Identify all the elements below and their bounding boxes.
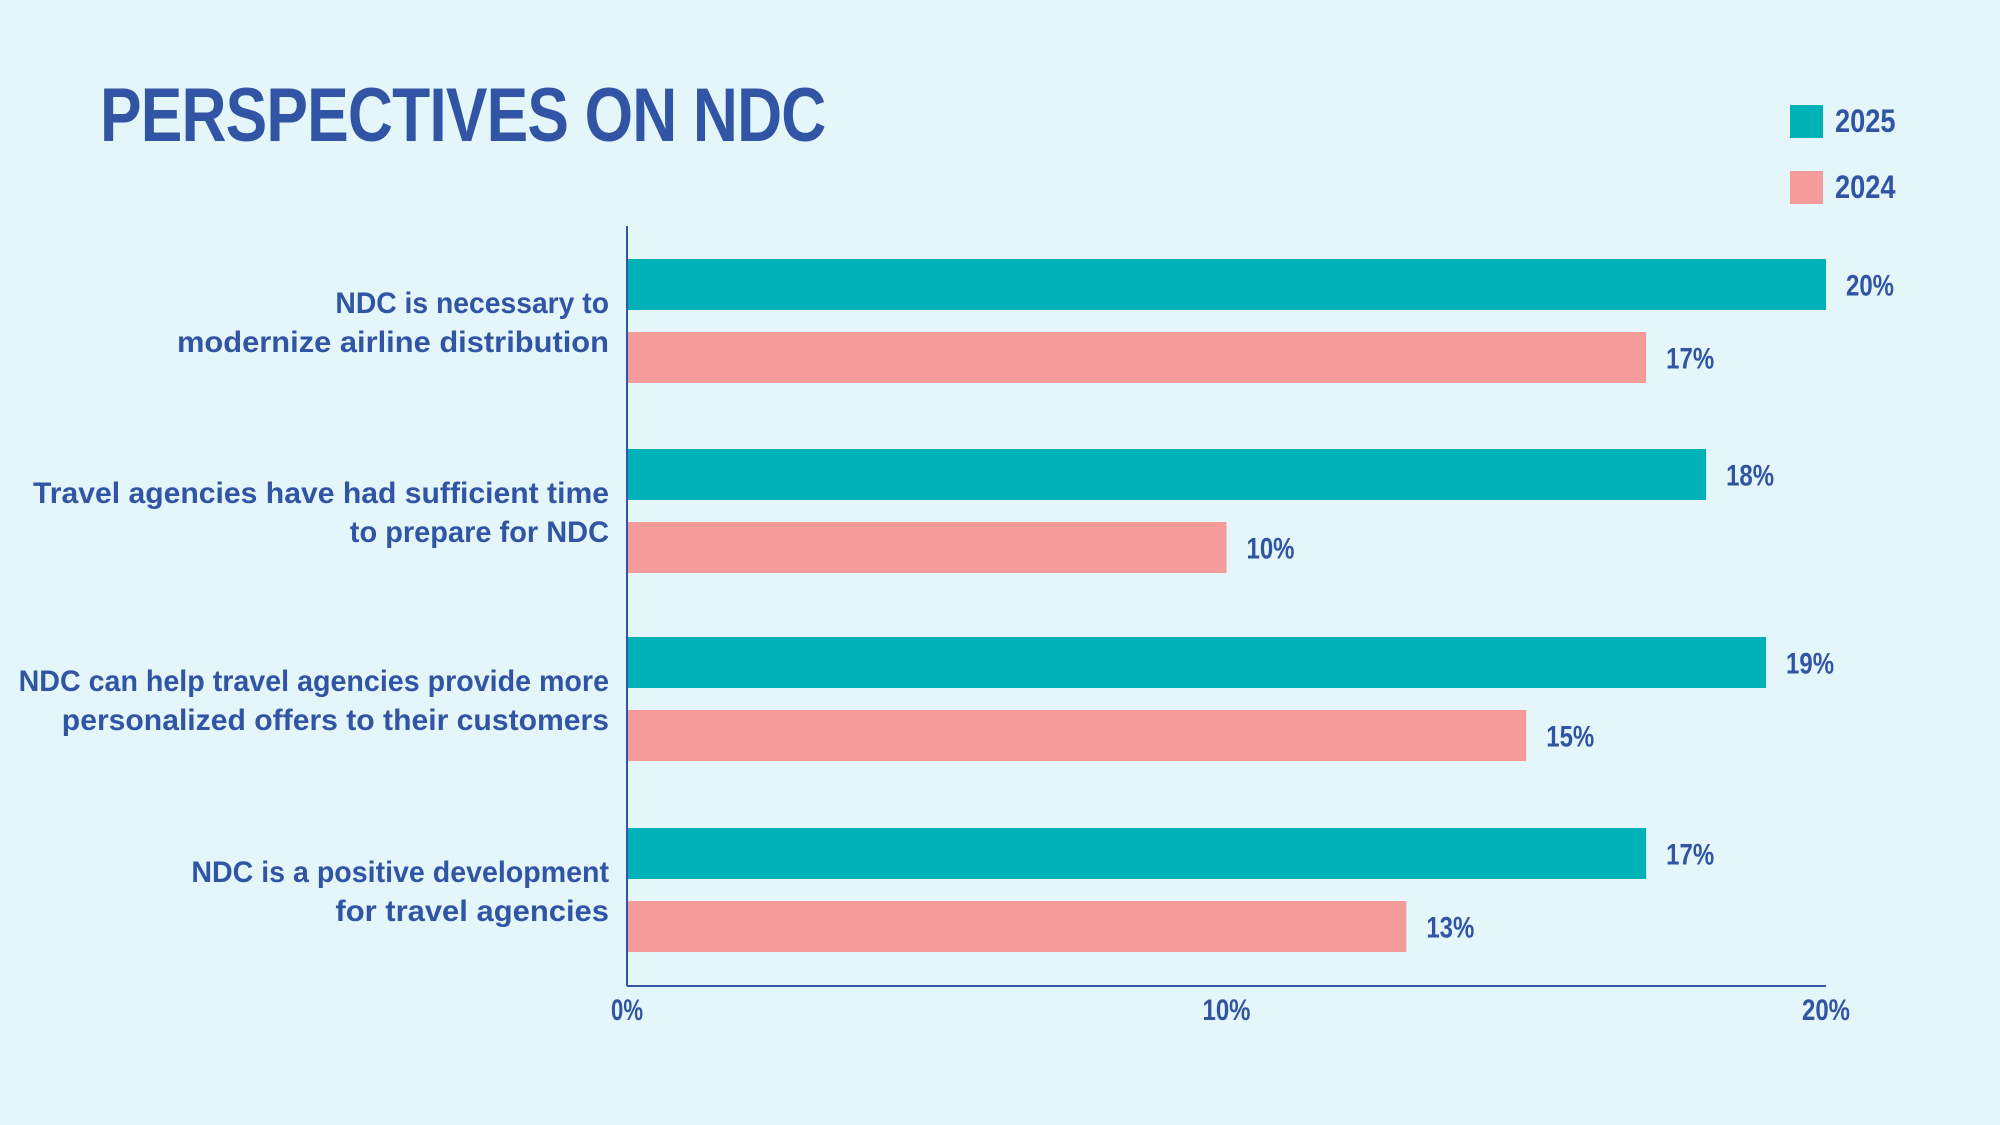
data-label-2024-4: 13% <box>1426 912 1474 945</box>
bar-2024-3 <box>627 710 1527 761</box>
category-label-1-line-1: NDC is necessary to <box>335 287 609 320</box>
data-label-2024-3: 15% <box>1546 721 1594 754</box>
category-label-2-line-2: to prepare for NDC <box>350 516 609 549</box>
chart-legend: 2025 2024 <box>1790 102 1906 236</box>
category-label-4-line-1: NDC is a positive development <box>191 856 609 889</box>
data-label-2024-2: 10% <box>1247 533 1295 566</box>
data-label-2025-3: 19% <box>1786 648 1834 681</box>
data-label-2025-1: 20% <box>1846 270 1894 303</box>
x-tick-label-1: 0% <box>611 994 643 1027</box>
legend-swatch-2024 <box>1790 170 1823 204</box>
data-label-2024-1: 17% <box>1666 343 1714 376</box>
category-label-3-line-1: NDC can help travel agencies provide mor… <box>19 665 609 698</box>
bar-2024-1 <box>627 332 1647 383</box>
legend-swatch-2025 <box>1790 104 1823 138</box>
data-label-2025-2: 18% <box>1726 460 1774 493</box>
category-label-3-line-2: personalized offers to their customers <box>62 704 609 737</box>
chart-title: PERSPECTIVES ON NDC <box>100 73 826 158</box>
bar-2025-2 <box>627 449 1707 500</box>
bar-2025-3 <box>627 637 1767 688</box>
category-label-2-line-1: Travel agencies have had sufficient time <box>33 477 609 510</box>
legend-item-2025: 2025 <box>1790 102 1906 139</box>
bar-2025-1 <box>627 259 1826 310</box>
bar-2024-2 <box>627 522 1227 573</box>
bar-2025-4 <box>627 828 1647 879</box>
category-label-1-line-2: modernize airline distribution <box>177 326 609 359</box>
data-label-2025-4: 17% <box>1666 839 1714 872</box>
legend-label-2025: 2025 <box>1835 102 1896 139</box>
legend-label-2024: 2024 <box>1835 168 1896 205</box>
x-tick-label-2: 10% <box>1203 994 1251 1027</box>
bar-2024-4 <box>627 901 1407 952</box>
x-tick-label-3: 20% <box>1802 994 1850 1027</box>
legend-item-2024: 2024 <box>1790 168 1906 205</box>
category-label-4-line-2: for travel agencies <box>335 895 609 928</box>
